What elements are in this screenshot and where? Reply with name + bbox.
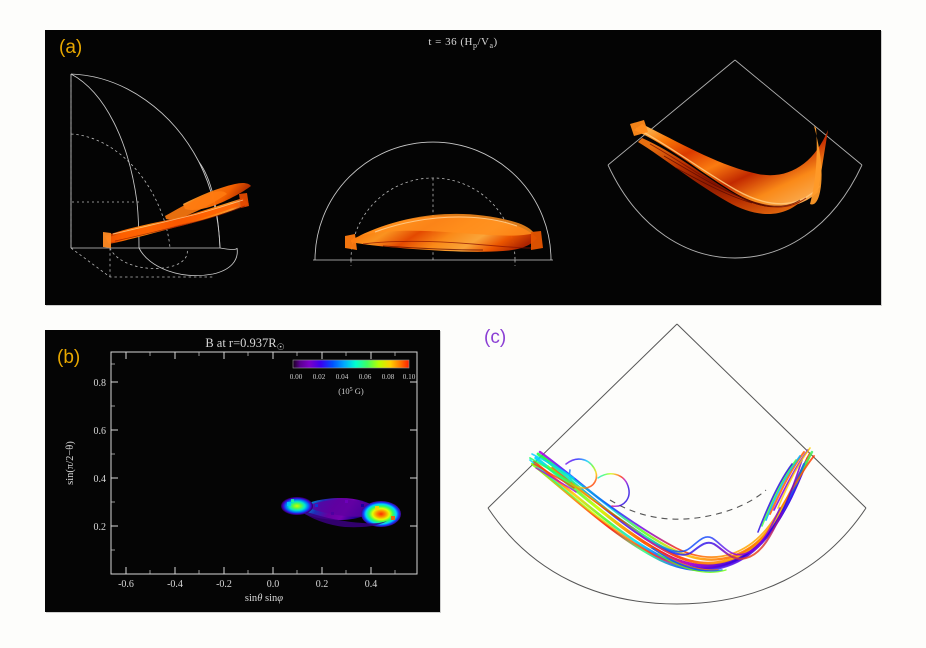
panel-b: (b): [45, 330, 440, 612]
colorbar-ticklabel-5: 0.10: [403, 373, 416, 381]
panel-b-title-sun-symbol: ☉: [277, 342, 285, 352]
panel-a-title-suffix: ): [493, 36, 498, 48]
y-ticklabel-1: 0.4: [94, 474, 107, 485]
units-suffix: G): [353, 386, 364, 396]
flux-tube-structure-topdown: [630, 120, 828, 215]
wireframe-inner-dashed-oblique: [70, 74, 213, 278]
flux-tube-structure-side: [345, 213, 543, 252]
x-ticklabel-4: 0.2: [316, 579, 329, 590]
panel-a-title-prefix: t = 36 (H: [428, 36, 473, 48]
x-ticklabel-0: -0.6: [118, 579, 134, 590]
wedge-inner-dashed-arc: [609, 489, 767, 520]
y-ticklabel-0: 0.2: [94, 522, 107, 533]
wireframe-wedge-topdown: [607, 59, 863, 259]
wireframe-wedge-oblique: [70, 73, 238, 276]
x-ticklabel-5: 0.4: [365, 579, 378, 590]
panel-c: (c): [470, 318, 900, 618]
panel-a-title-sub-p: p: [472, 41, 478, 51]
units-prefix: (10: [338, 386, 349, 396]
primary-peak: [361, 501, 401, 527]
panel-a-view-side-projection: [283, 52, 583, 300]
y-ticklabel-2: 0.6: [94, 426, 107, 437]
panel-b-x-ticklabels: -0.6 -0.4 -0.2 0.0 0.2 0.4: [118, 579, 377, 590]
flux-tube-structure-oblique: [103, 182, 251, 248]
panel-b-y-minor-ticks: [111, 363, 115, 551]
panel-b-title: B at r=0.937R☉: [205, 336, 284, 352]
xlabel-part-b: sin: [262, 593, 278, 604]
colorbar-ticklabel-3: 0.06: [359, 373, 372, 381]
panel-a-view-oblique-3d-wedge: [53, 52, 315, 300]
colorbar-ticklabels: 0.00 0.02 0.04 0.06 0.08 0.10: [290, 373, 416, 381]
colorbar-ticklabel-4: 0.08: [382, 373, 395, 381]
x-ticklabel-2: -0.2: [216, 579, 232, 590]
panel-a: (a) t = 36 (Hp/Va): [45, 30, 881, 305]
panel-b-x-ticks: [125, 352, 372, 574]
panel-b-axes-frame: [110, 351, 418, 575]
colorbar-ticklabel-2: 0.04: [336, 373, 349, 381]
panel-b-y-ticklabels: 0.2 0.4 0.6 0.8: [94, 378, 107, 533]
colorbar-ticklabel-1: 0.02: [313, 373, 326, 381]
panel-b-xlabel: sinθ sinφ: [245, 593, 283, 604]
panel-b-x-minor-ticks: [149, 352, 396, 574]
wedge-right-edge: [676, 323, 867, 509]
xlabel-part-a: sin: [245, 593, 258, 604]
panel-a-title-mid: /V: [477, 36, 490, 48]
panel-b-label: (b): [57, 347, 81, 368]
units-exponent: 5: [350, 387, 353, 393]
x-ticklabel-1: -0.4: [167, 579, 183, 590]
secondary-peak: [281, 497, 313, 515]
panel-a-title-sub-a: a: [489, 41, 494, 51]
flux-concentration-heatmap-blob: [281, 497, 401, 528]
y-ticklabel-3: 0.8: [94, 378, 107, 389]
wedge-left-edge: [487, 323, 678, 509]
xlabel-theta: θ: [257, 593, 262, 604]
panel-c-wedge-frame: [487, 323, 867, 605]
field-line-bundle: [529, 447, 815, 573]
panel-b-title-text: B at r=0.937R: [205, 336, 277, 350]
colorbar-border: [292, 359, 410, 369]
colorbar-units-label: (105 G): [338, 386, 364, 396]
wedge-outer-arc: [487, 507, 867, 605]
colorbar-gradient-bar: [293, 360, 409, 368]
panel-a-title: t = 36 (Hp/Va): [45, 36, 881, 50]
xlabel-phi: φ: [277, 593, 283, 604]
panel-a-label: (a): [59, 37, 83, 58]
colorbar-ticklabel-0: 0.00: [290, 373, 303, 381]
panel-b-ylabel: sin(π/2−θ): [65, 441, 76, 485]
panel-a-view-top-down-wedge: [590, 52, 880, 300]
panel-b-y-ticks: [111, 381, 417, 527]
x-ticklabel-3: 0.0: [267, 579, 280, 590]
panel-c-label: (c): [484, 327, 507, 348]
panel-b-colorbar: 0.00 0.02 0.04 0.06 0.08 0.10 (105 G): [290, 359, 416, 396]
